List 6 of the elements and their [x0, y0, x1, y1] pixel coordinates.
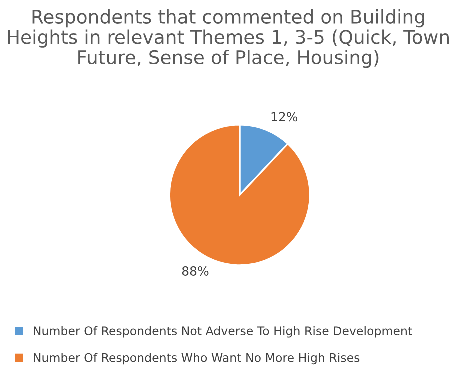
data-label: 12% — [272, 112, 298, 122]
chart-title: Respondents that commented on Building Heights in relevant Themes 1, 3-5 (Quick, Town Future, Sense of Place, Housing) — [8, 9, 449, 68]
pie-slice — [168, 124, 312, 266]
data-label: 88% — [182, 266, 209, 276]
legend-label: Number Of Respondents Not Adverse To High Rise Development — [34, 326, 412, 338]
legend-label: Number Of Respondents Who Want No More High Rises — [34, 353, 360, 365]
